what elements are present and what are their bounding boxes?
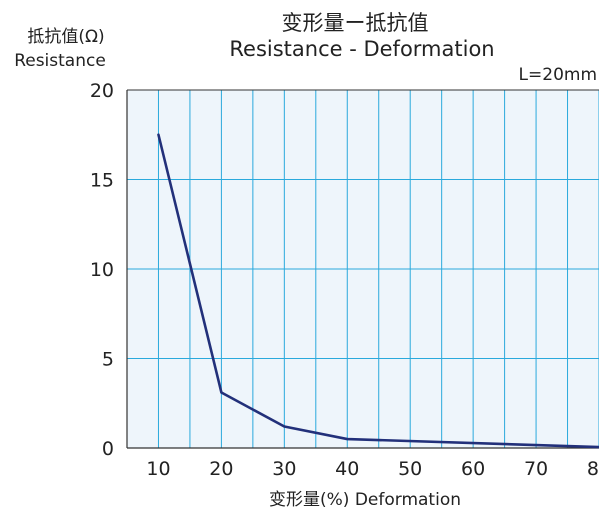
y-axis-label-line1: 抵抗值(Ω) [27,27,104,47]
chart-title: 变形量ー抵抗值 [282,11,429,35]
x-tick-label: 40 [335,458,359,480]
x-tick-label: 60 [461,458,485,480]
axes [126,89,599,449]
grid [127,90,599,448]
x-tick-label: 30 [272,458,296,480]
y-tick-label: 10 [90,259,114,281]
x-tick-label: 20 [209,458,233,480]
x-tick-label: 80 [587,458,599,480]
y-axis-label-line2: Resistance [14,51,106,71]
x-tick-label: 10 [146,458,170,480]
series-layer [157,133,599,449]
series-line [157,133,599,449]
x-tick-label: 50 [398,458,422,480]
y-tick-label: 15 [90,170,114,192]
x-axis-label: 变形量(%) Deformation [269,490,461,510]
y-tick-label: 0 [102,438,114,460]
tick-labels: 0 5 10 15 20 10 20 30 40 50 60 70 80 [90,80,599,480]
y-tick-label: 5 [102,349,114,371]
y-tick-label: 20 [90,80,114,102]
x-tick-label: 70 [524,458,548,480]
length-annotation: L=20mm [519,65,597,85]
chart-subtitle: Resistance - Deformation [229,37,494,61]
